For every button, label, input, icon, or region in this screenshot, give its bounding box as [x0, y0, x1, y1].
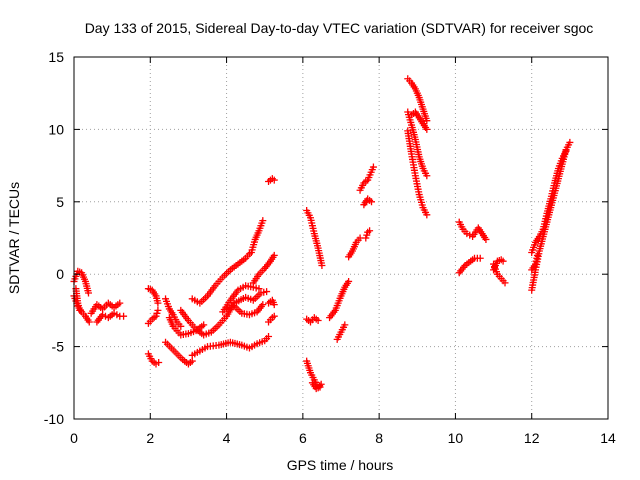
chart-title: Day 133 of 2015, Sidereal Day-to-day VTE… [85, 20, 594, 36]
data-point [501, 279, 509, 287]
data-point [566, 138, 574, 146]
x-tick-label: 6 [299, 430, 307, 446]
data-point [562, 147, 570, 155]
y-axis-label: SDTVAR / TECUs [6, 182, 22, 294]
x-tick-label: 0 [70, 430, 78, 446]
x-tick-label: 8 [375, 430, 383, 446]
y-tick-label: 5 [56, 194, 64, 210]
data-point [200, 321, 208, 329]
data-point [270, 251, 278, 259]
plot-frame [73, 56, 609, 420]
data-point [84, 289, 92, 297]
data-point [270, 312, 278, 320]
data-point [476, 254, 484, 262]
data-point [499, 257, 507, 265]
x-tick-label: 14 [600, 430, 616, 446]
data-point [120, 312, 128, 320]
data-point [116, 299, 124, 307]
data-point [423, 125, 431, 133]
data-point [177, 322, 185, 330]
y-tick-label: 15 [48, 49, 64, 65]
x-tick-label: 4 [223, 430, 231, 446]
data-point [314, 317, 322, 325]
x-axis-label: GPS time / hours [287, 457, 394, 473]
data-points [70, 75, 574, 393]
x-tick-label: 12 [524, 430, 540, 446]
data-point [255, 285, 263, 293]
data-point [533, 251, 541, 259]
y-tick-label: -10 [44, 411, 64, 427]
data-point [369, 163, 377, 171]
data-point [76, 306, 84, 314]
data-point [154, 299, 162, 307]
grid-lines [74, 57, 608, 419]
y-tick-label: 0 [56, 266, 64, 282]
data-point [259, 301, 267, 309]
data-point [423, 117, 431, 125]
data-point [265, 332, 273, 340]
x-tick-label: 10 [448, 430, 464, 446]
data-point [154, 306, 162, 314]
data-point [345, 277, 353, 285]
data-point [318, 262, 326, 270]
data-point [259, 217, 267, 225]
data-point [423, 211, 431, 219]
data-point [366, 227, 374, 235]
data-point [263, 288, 271, 296]
y-tick-label: 10 [48, 121, 64, 137]
data-point [270, 176, 278, 184]
data-point [270, 301, 278, 309]
data-point [341, 321, 349, 329]
axis-ticks: 0 2 4 6 8 10 12 14 15 10 5 0 -5 -10 [44, 49, 616, 446]
data-point [423, 172, 431, 180]
data-point [155, 359, 163, 367]
data-point [482, 235, 490, 243]
y-tick-label: -5 [52, 339, 65, 355]
data-point [85, 318, 93, 326]
x-tick-label: 2 [146, 430, 154, 446]
data-point [368, 198, 376, 206]
data-point [316, 383, 324, 391]
